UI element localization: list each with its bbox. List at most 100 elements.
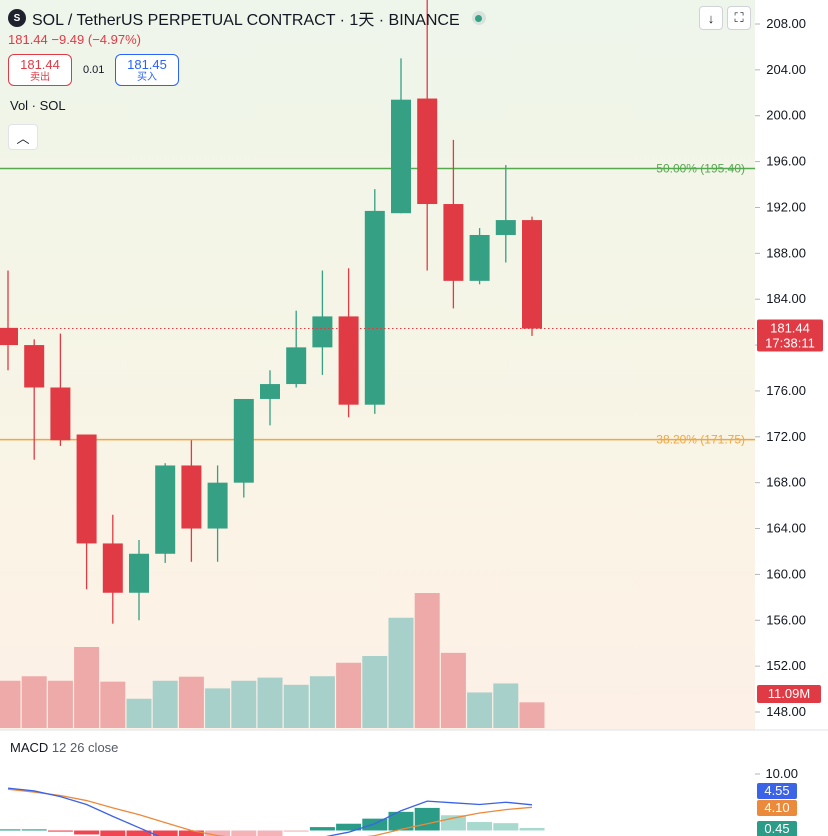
download-icon: ↓ — [707, 10, 715, 26]
candle-body — [469, 234, 490, 281]
macd-histogram-bar — [0, 829, 21, 831]
volume-bar — [467, 692, 493, 728]
macd-histogram-bar — [493, 823, 519, 831]
candle-body — [260, 384, 280, 399]
fib-level-label: 50.00% (195.40) — [656, 161, 745, 175]
candle-body — [102, 543, 123, 593]
signal-value-tag — [757, 800, 797, 816]
market-status-icon — [471, 11, 486, 25]
volume-bar — [47, 680, 73, 728]
download-button[interactable]: ↓ — [699, 6, 723, 30]
macd-histogram-bar — [414, 807, 440, 831]
macd-panel[interactable] — [0, 730, 755, 836]
macd-histogram-bar — [74, 830, 100, 835]
y-tick-label: 156.00 — [766, 612, 806, 627]
candle-body — [24, 345, 45, 388]
signal-value-label: 4.10 — [764, 800, 789, 815]
macd-signal-line — [7, 788, 533, 836]
volume-bar — [152, 680, 178, 728]
collapse-button[interactable]: ︿ — [8, 124, 38, 150]
candle-body — [50, 387, 71, 441]
candle-body — [76, 434, 97, 544]
price-change: 181.44 −9.49 (−4.97%) — [8, 32, 141, 47]
macd-histogram-bar — [21, 829, 47, 831]
y-tick-label: 184.00 — [766, 291, 806, 306]
y-tick-label: 148.00 — [766, 704, 806, 719]
macd-histogram-bar — [362, 818, 388, 831]
y-tick-label: 196.00 — [766, 154, 806, 169]
macd-histogram-bar — [178, 830, 204, 836]
buy-price: 181.45 — [127, 57, 167, 72]
macd-y-tick-label: 10.00 — [765, 766, 798, 781]
volume-bar — [178, 676, 204, 728]
countdown-label: 17:38:11 — [765, 336, 815, 351]
volume-bar — [309, 676, 335, 728]
macd-histogram-bar — [205, 830, 231, 836]
current-price-label: 181.44 — [770, 321, 810, 336]
y-tick-label: 192.00 — [766, 199, 806, 214]
macd-histogram-bar — [388, 811, 414, 831]
fib-level-label: 38.20% (171.75) — [656, 433, 745, 447]
y-tick-label: 168.00 — [766, 475, 806, 490]
y-tick-label: 176.00 — [766, 383, 806, 398]
volume-bar — [257, 677, 283, 728]
candle-body — [338, 316, 359, 405]
y-tick-label: 164.00 — [766, 521, 806, 536]
candle-body — [391, 99, 411, 214]
buy-label: 买入 — [137, 72, 157, 83]
candle-body — [207, 482, 228, 529]
buy-button[interactable]: 181.45 买入 — [115, 54, 179, 86]
volume-value-label: 11.09M — [768, 686, 810, 701]
volume-bar — [100, 681, 126, 728]
candle-body — [522, 220, 542, 329]
macd-histogram-bar — [231, 830, 257, 836]
spread-value: 0.01 — [83, 64, 105, 76]
macd-histogram-bar — [152, 830, 178, 836]
macd-value-tag — [757, 783, 797, 799]
y-tick-label: 204.00 — [766, 62, 806, 77]
volume-bar — [205, 688, 231, 728]
macd-name: MACD — [10, 740, 49, 755]
macd-histogram-bar — [126, 830, 152, 836]
volume-bar — [231, 680, 257, 728]
macd-histogram-bar — [336, 823, 362, 831]
fullscreen-button[interactable]: ⛶ — [727, 6, 751, 30]
y-tick-label: 200.00 — [766, 108, 806, 123]
volume-bar — [336, 662, 362, 728]
chevron-up-icon: ︿ — [16, 130, 30, 146]
candle-body — [417, 98, 438, 205]
sell-label: 卖出 — [30, 72, 50, 83]
macd-value-label: 4.55 — [764, 783, 789, 798]
y-tick-label: 172.00 — [766, 429, 806, 444]
macd-histogram-bar — [100, 830, 126, 836]
volume-bar — [493, 683, 519, 728]
candle-body — [443, 204, 464, 281]
volume-bar — [440, 652, 466, 728]
volume-bar — [126, 698, 152, 728]
candle-body — [495, 220, 516, 235]
y-tick-label: 208.00 — [766, 16, 806, 31]
candle-body — [155, 465, 176, 554]
sell-button[interactable]: 181.44 卖出 — [8, 54, 72, 86]
macd-params: 12 26 close — [51, 740, 119, 755]
macd-histogram-bar — [467, 822, 493, 831]
histogram-value-tag — [757, 821, 797, 836]
fullscreen-icon: ⛶ — [734, 10, 744, 25]
macd-line — [7, 787, 533, 836]
macd-histogram-bar — [47, 830, 73, 832]
candle-body — [0, 327, 18, 346]
macd-histogram-bar — [519, 827, 545, 831]
y-tick-label: 152.00 — [766, 658, 806, 673]
volume-bar — [21, 676, 47, 728]
macd-histogram-bar — [257, 830, 283, 836]
macd-indicator-label[interactable]: MACD 12 26 close — [10, 740, 118, 755]
candle-body — [233, 398, 254, 483]
volume-bar — [414, 593, 440, 728]
macd-histogram-bar — [283, 830, 309, 832]
symbol-title[interactable]: SOL / TetherUS PERPETUAL CONTRACT · 1天 ·… — [32, 12, 460, 29]
chart-header: S SOL / TetherUS PERPETUAL CONTRACT · 1天… — [8, 6, 486, 30]
volume-indicator-label[interactable]: Vol · SOL — [10, 98, 66, 113]
current-price-tag — [757, 319, 823, 352]
candle-body — [129, 553, 149, 593]
